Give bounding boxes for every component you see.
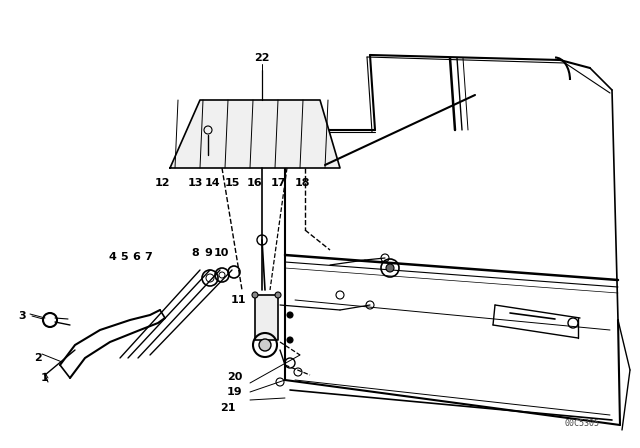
Circle shape (275, 292, 281, 298)
Circle shape (252, 292, 258, 298)
Text: 11: 11 (230, 295, 246, 305)
Text: 19: 19 (227, 387, 243, 397)
Text: 9: 9 (204, 248, 212, 258)
Text: 5: 5 (120, 252, 128, 262)
Text: 1: 1 (41, 373, 49, 383)
Text: 16: 16 (247, 178, 263, 188)
Circle shape (287, 337, 293, 343)
Polygon shape (170, 100, 340, 168)
Text: 14: 14 (205, 178, 221, 188)
Polygon shape (255, 295, 278, 340)
Text: 7: 7 (144, 252, 152, 262)
Text: 13: 13 (188, 178, 203, 188)
Text: 21: 21 (220, 403, 236, 413)
Text: 17: 17 (270, 178, 285, 188)
Text: 15: 15 (224, 178, 240, 188)
Circle shape (287, 312, 293, 318)
Text: 12: 12 (154, 178, 170, 188)
Text: 2: 2 (34, 353, 42, 363)
Text: 18: 18 (294, 178, 310, 188)
Text: 3: 3 (18, 311, 26, 321)
Circle shape (386, 264, 394, 272)
Circle shape (259, 339, 271, 351)
Text: 00C5305: 00C5305 (565, 419, 600, 428)
Text: 10: 10 (213, 248, 228, 258)
Text: 20: 20 (227, 372, 243, 382)
Text: 22: 22 (254, 53, 269, 63)
Text: 6: 6 (132, 252, 140, 262)
Text: 8: 8 (191, 248, 199, 258)
Text: 4: 4 (108, 252, 116, 262)
